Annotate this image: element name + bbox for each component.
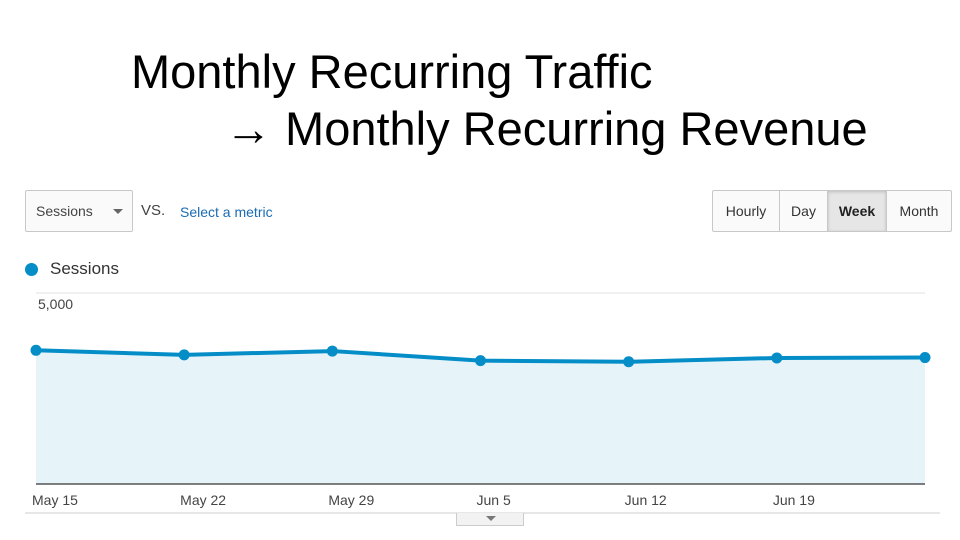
x-tick-label: Jun 19 bbox=[773, 492, 815, 508]
data-point bbox=[919, 352, 931, 364]
vs-label: VS. bbox=[141, 202, 166, 219]
dropdown-caret-icon bbox=[113, 209, 123, 214]
data-point bbox=[475, 355, 486, 367]
week-button[interactable]: Week bbox=[828, 191, 887, 231]
x-tick-label: Jun 12 bbox=[625, 492, 667, 508]
select-metric-link[interactable]: Select a metric bbox=[180, 204, 273, 220]
data-point bbox=[771, 352, 783, 364]
y-tick-label: 5,000 bbox=[38, 296, 73, 312]
hourly-button[interactable]: Hourly bbox=[713, 191, 780, 231]
data-point bbox=[623, 356, 635, 368]
series-area-sessions bbox=[36, 350, 925, 484]
x-tick-label: May 29 bbox=[328, 492, 374, 508]
granularity-toggle: Hourly Day Week Month bbox=[712, 190, 952, 232]
slide-title-line-2: → Monthly Recurring Revenue bbox=[225, 102, 868, 155]
day-button[interactable]: Day bbox=[780, 191, 828, 231]
data-point bbox=[178, 349, 190, 361]
legend-label: Sessions bbox=[50, 259, 119, 278]
chevron-down-icon bbox=[486, 516, 496, 521]
data-point bbox=[326, 345, 338, 357]
month-button[interactable]: Month bbox=[899, 203, 939, 219]
data-point bbox=[30, 344, 42, 356]
chart-legend: Sessions bbox=[25, 259, 119, 279]
legend-dot-icon bbox=[25, 262, 38, 276]
metric-select[interactable]: Sessions bbox=[25, 190, 133, 232]
x-tick-label: May 15 bbox=[32, 492, 78, 508]
expand-chart-toggle[interactable] bbox=[456, 513, 524, 526]
slide-title-line-1: Monthly Recurring Traffic bbox=[131, 45, 653, 98]
metric-select-value: Sessions bbox=[36, 203, 93, 219]
x-tick-label: Jun 5 bbox=[477, 492, 511, 508]
x-tick-label: May 22 bbox=[180, 492, 226, 508]
